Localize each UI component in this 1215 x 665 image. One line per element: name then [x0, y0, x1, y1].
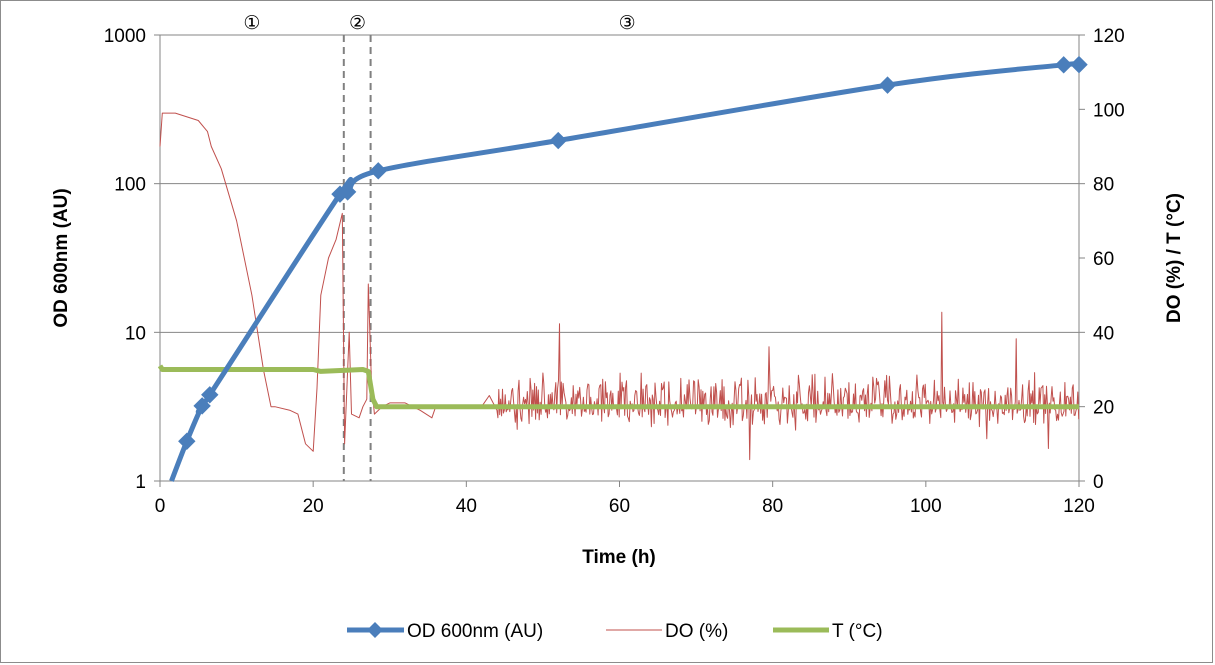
- phase-label-2: ③: [619, 13, 636, 34]
- y-left-tick-label-3: 1000: [104, 26, 146, 47]
- y-axis-right-title: DO (%) / T (°C): [1164, 193, 1185, 323]
- y-right-tick-label-3: 60: [1093, 249, 1114, 270]
- x-tick-label-1: 20: [303, 496, 324, 517]
- od600-point-7: [549, 131, 567, 150]
- series-od600: [169, 55, 1088, 482]
- x-axis-title: Time (h): [582, 547, 656, 568]
- od600-point-3: [201, 386, 219, 404]
- y-left-tick-label-2: 100: [114, 175, 146, 196]
- od600-point-2: [193, 397, 211, 415]
- phase-labels: ① ② ③: [243, 13, 635, 34]
- x-tick-label-3: 60: [609, 496, 630, 517]
- x-tick-label-5: 100: [910, 496, 942, 517]
- legend-label-do: DO (%): [665, 621, 728, 642]
- od600-line: [169, 60, 1085, 482]
- y-right-tick-label-4: 80: [1093, 175, 1114, 196]
- od600-point-5: [338, 183, 357, 201]
- x-tick-label-4: 80: [762, 496, 783, 517]
- legend-marker-od600: [367, 622, 383, 638]
- phase-label-1: ②: [349, 13, 366, 34]
- series-temperature: [157, 364, 1079, 410]
- y-right-tick-label-1: 20: [1093, 398, 1114, 419]
- y-right-tick-label-6: 120: [1093, 26, 1125, 47]
- phase-label-0: ①: [243, 13, 260, 34]
- x-tick-label-2: 40: [456, 496, 477, 517]
- y-right-tick-label-0: 0: [1093, 472, 1104, 493]
- x-tick-label-6: 120: [1063, 496, 1095, 517]
- plot-area: [154, 34, 1085, 487]
- y-left-tick-label-1: 10: [125, 323, 146, 344]
- y-left-tick-label-0: 1: [135, 472, 146, 493]
- y-axis-left-title: OD 600nm (AU): [51, 188, 72, 327]
- series-do: [159, 112, 1080, 461]
- od600-point-8: [878, 76, 897, 94]
- legend: OD 600nm (AU) DO (%) T (°C): [347, 621, 883, 642]
- od600-point-6: [369, 162, 387, 180]
- do-line: [159, 112, 1080, 461]
- temperature-line: [157, 364, 1079, 410]
- od600-point-1: [178, 432, 196, 450]
- phase-boundary-lines: [342, 35, 372, 481]
- y-right-tick-label-5: 100: [1093, 100, 1125, 121]
- legend-label-od600: OD 600nm (AU): [407, 621, 543, 642]
- od600-point-10: [1070, 55, 1088, 74]
- od600-point-9: [1054, 56, 1073, 74]
- x-tick-label-0: 0: [155, 496, 166, 517]
- y-right-tick-label-2: 40: [1093, 323, 1114, 344]
- legend-label-temperature: T (°C): [832, 621, 883, 642]
